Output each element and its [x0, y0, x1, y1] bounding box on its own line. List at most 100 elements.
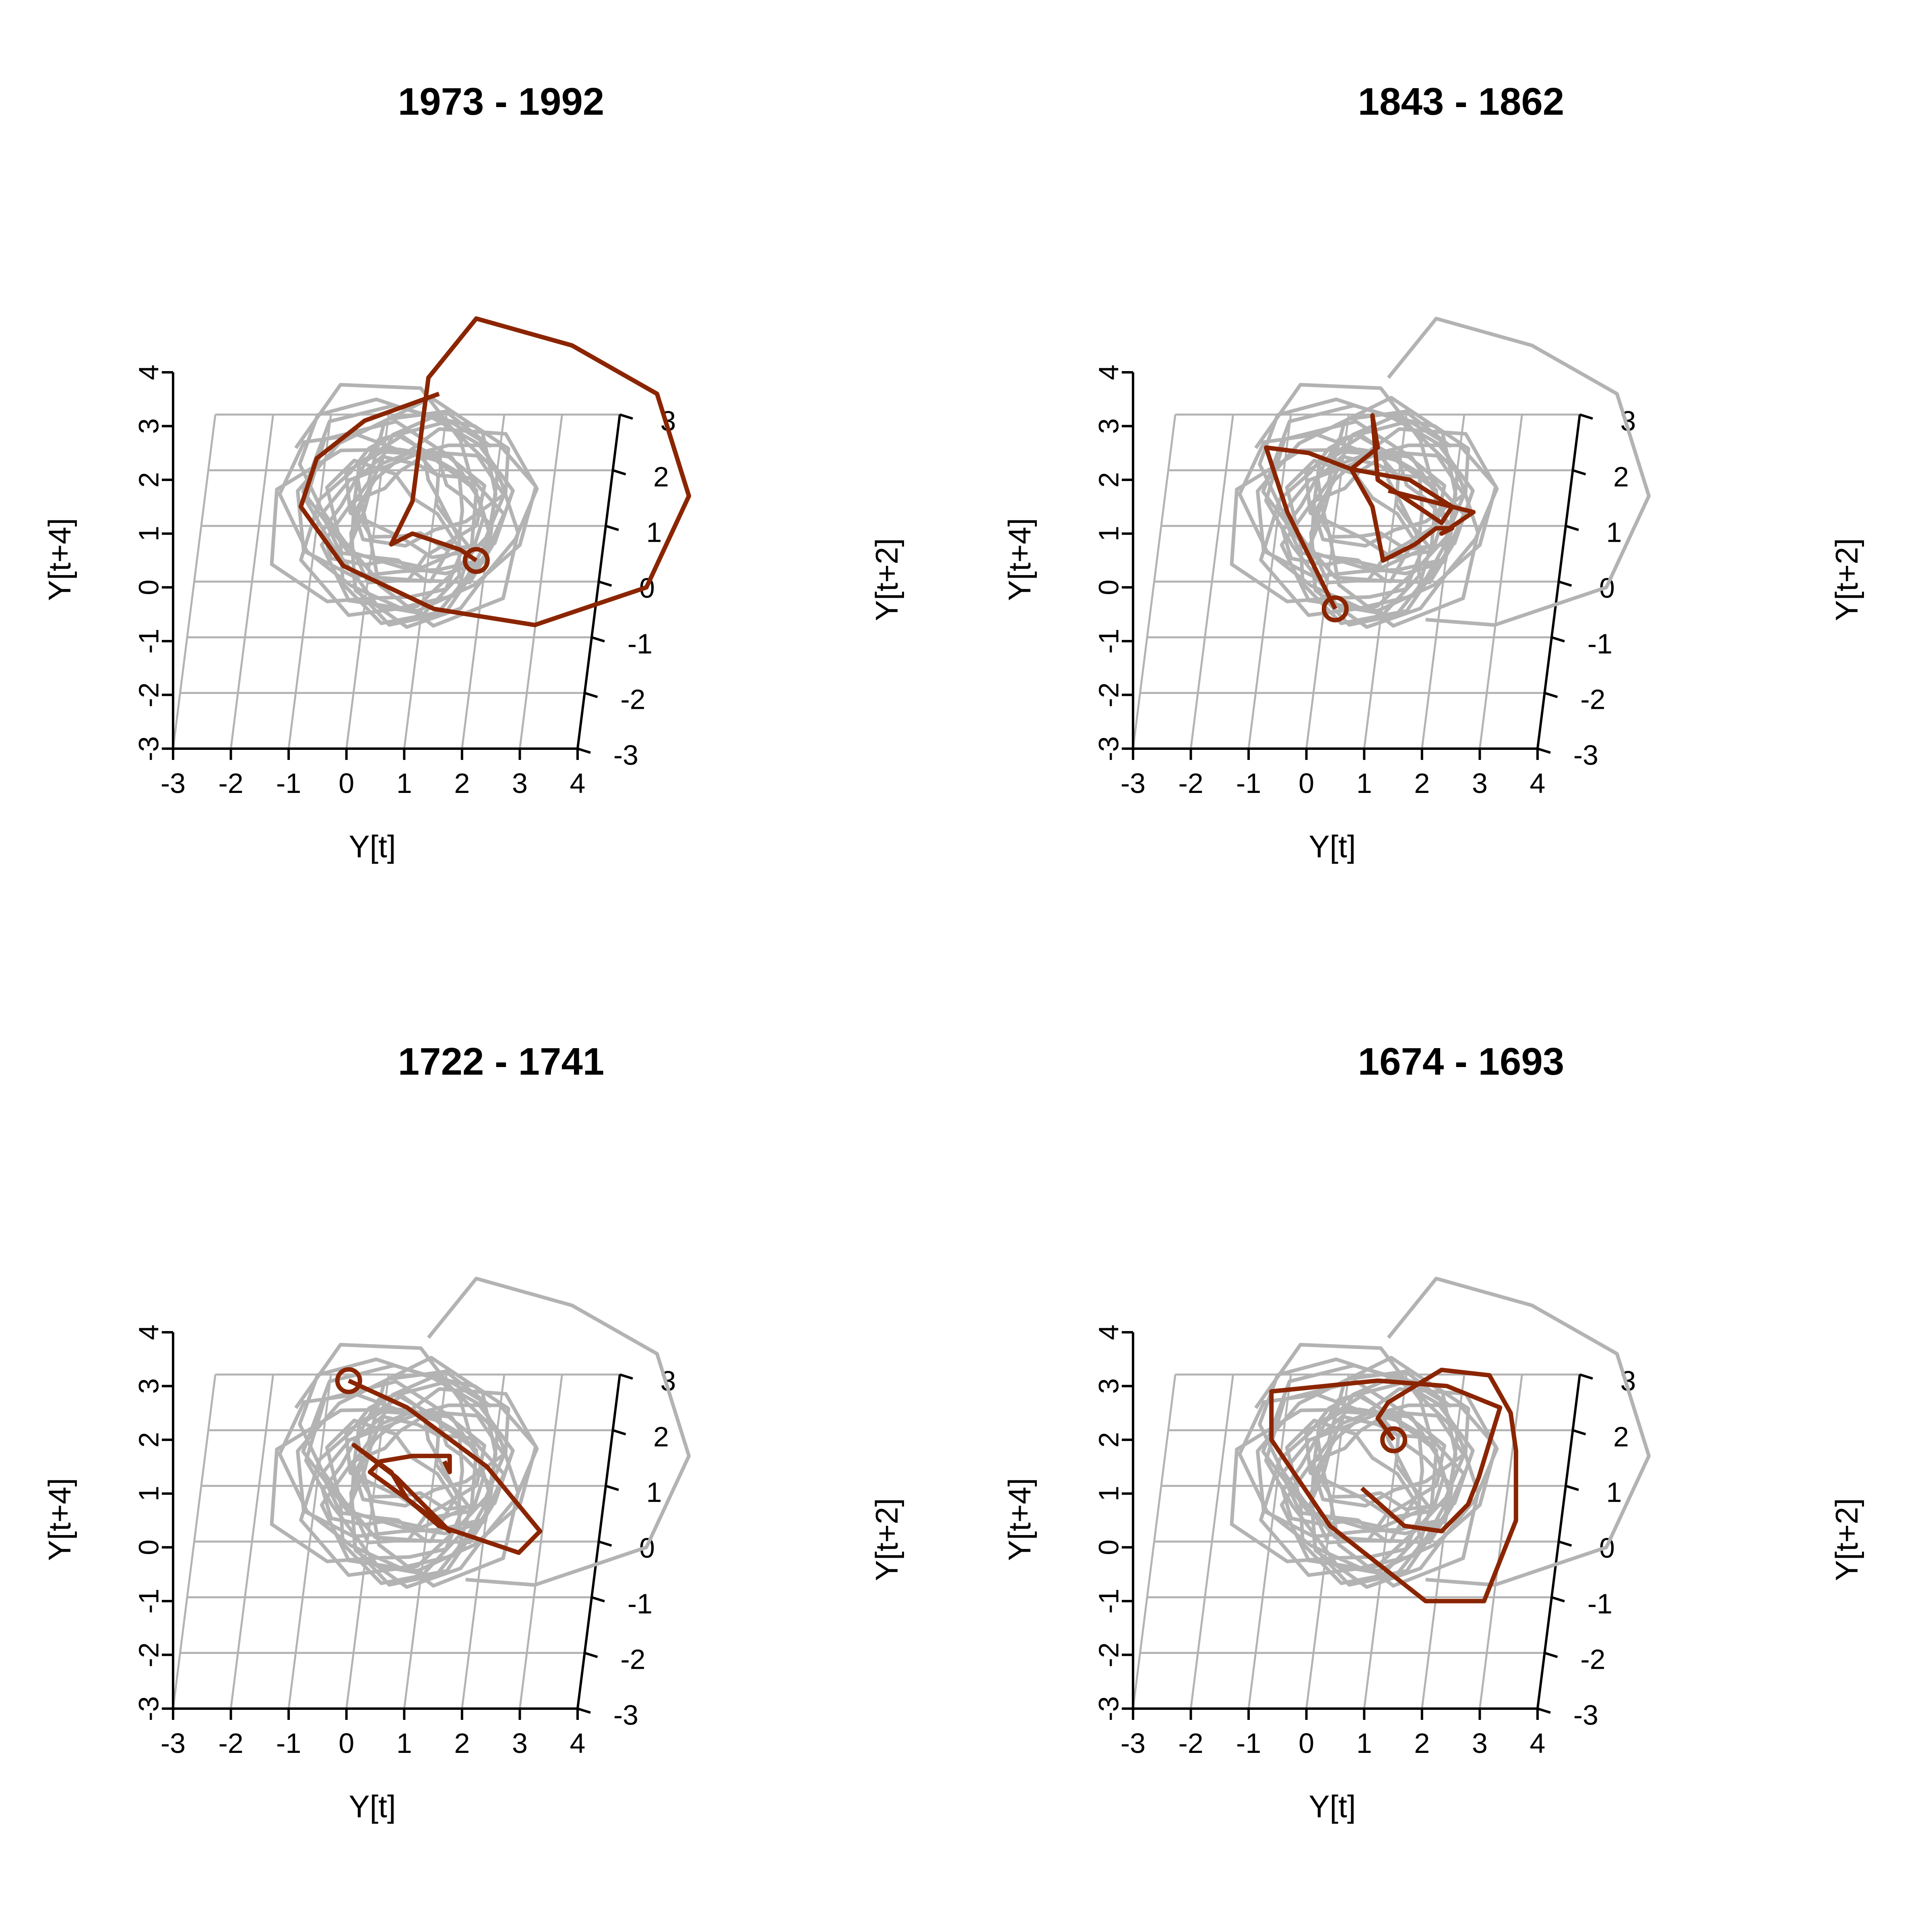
- y-tick-label: 1: [646, 1477, 662, 1508]
- y-tick-label: -2: [620, 1644, 645, 1675]
- y-tick: [598, 580, 612, 587]
- x-tick-label: -2: [218, 768, 243, 799]
- x-axis-label: Y[t]: [349, 829, 396, 864]
- grid-line-x: [230, 1374, 275, 1709]
- y-tick: [1565, 524, 1579, 531]
- x-tick-label: 1: [396, 768, 412, 799]
- y-tick: [1558, 1540, 1572, 1547]
- y-tick-label: -1: [1587, 628, 1612, 659]
- x-tick-label: 3: [512, 768, 528, 799]
- z-tick-label: 3: [133, 1378, 164, 1394]
- z-tick-label: 0: [133, 1540, 164, 1555]
- y-tick: [1572, 469, 1586, 476]
- grid-line-x: [1132, 414, 1177, 749]
- y-tick-label: -2: [1580, 684, 1605, 715]
- z-tick-label: 1: [133, 1486, 164, 1501]
- z-tick-label: 3: [1093, 1378, 1124, 1394]
- y-tick: [1558, 580, 1572, 587]
- background-outer-loop: [1387, 1276, 1651, 1587]
- z-axis-label: Y[t+4]: [42, 518, 77, 601]
- y-tick: [612, 469, 626, 476]
- grid-line-x: [1247, 1374, 1292, 1709]
- grid-line-x: [287, 414, 332, 749]
- z-tick-label: -2: [133, 682, 164, 707]
- z-axis-label: Y[t+4]: [42, 1478, 77, 1561]
- y-tick: [584, 1651, 598, 1658]
- panel-title: 1973 - 1992: [398, 80, 604, 123]
- x-tick-label: -1: [1236, 1728, 1261, 1759]
- z-tick-label: 2: [133, 472, 164, 488]
- y-tick: [1544, 691, 1558, 698]
- y-axis-label: Y[t+2]: [1829, 1498, 1864, 1581]
- y-tick: [598, 1540, 612, 1547]
- x-tick-label: 2: [454, 768, 470, 799]
- x-tick-label: -3: [161, 1728, 186, 1759]
- y-axis-label: Y[t+2]: [869, 1498, 904, 1581]
- z-tick-label: -2: [133, 1642, 164, 1667]
- y-tick: [619, 413, 633, 420]
- background-trajectory: [270, 383, 539, 629]
- y-tick-label: -1: [627, 1588, 652, 1619]
- z-tick-label: 3: [1093, 418, 1124, 434]
- z-tick-label: 0: [1093, 1540, 1124, 1555]
- z-tick-label: -3: [133, 1696, 164, 1721]
- panel-1: 1973 - 1992-3 -2 -1 0 1 2 3 4-3-2-101234-3-2-10…: [42, 80, 904, 864]
- y-tick-label: 2: [1613, 1421, 1629, 1452]
- x-tick-label: -3: [1121, 768, 1146, 799]
- background-trajectory: [1230, 1343, 1499, 1589]
- x-tick-label: 0: [1298, 1728, 1314, 1759]
- z-tick-label: -3: [1093, 1696, 1124, 1721]
- z-tick-label: -3: [1093, 736, 1124, 761]
- z-tick-label: 1: [1093, 526, 1124, 541]
- grid-line-x: [1190, 1374, 1234, 1709]
- start-marker: [462, 547, 490, 574]
- x-tick-label: -3: [161, 768, 186, 799]
- z-tick-label: -1: [133, 629, 164, 654]
- y-tick: [619, 1373, 633, 1380]
- x-tick-label: 1: [1356, 768, 1372, 799]
- background-outer-loop: [1387, 316, 1651, 627]
- y-tick-label: 2: [1613, 461, 1629, 492]
- x-tick-label: 3: [1472, 1728, 1488, 1759]
- z-tick-label: 4: [133, 1325, 164, 1340]
- x-axis-label: Y[t]: [1309, 1789, 1356, 1824]
- highlight-trajectory: [1264, 413, 1476, 610]
- z-tick-label: -3: [133, 736, 164, 761]
- y-tick: [1537, 747, 1551, 754]
- x-tick-label: 2: [1414, 768, 1430, 799]
- y-tick: [1537, 1707, 1551, 1714]
- x-tick-label: -1: [276, 1728, 301, 1759]
- z-tick-label: 2: [1093, 1432, 1124, 1448]
- y-tick: [1579, 1373, 1593, 1380]
- grid-line-x: [172, 1374, 217, 1709]
- z-tick-label: 0: [133, 580, 164, 595]
- y-axis-label: Y[t+2]: [869, 538, 904, 621]
- x-tick-label: -2: [218, 1728, 243, 1759]
- y-tick: [605, 1484, 619, 1491]
- z-axis-label: Y[t+4]: [1002, 1478, 1037, 1561]
- z-tick-label: -1: [1093, 1589, 1124, 1614]
- z-tick-label: 3: [133, 418, 164, 434]
- x-tick-label: 4: [570, 1728, 586, 1759]
- z-tick-label: 1: [1093, 1486, 1124, 1501]
- x-axis-label: Y[t]: [349, 1789, 396, 1824]
- y-tick-label: -2: [620, 684, 645, 715]
- y-tick-label: 2: [653, 1421, 669, 1452]
- y-tick-label: -2: [1580, 1644, 1605, 1675]
- highlight-trajectory: [298, 316, 691, 627]
- y-axis-label: Y[t+2]: [1829, 538, 1864, 621]
- grid-line-x: [287, 1374, 332, 1709]
- y-tick-label: -3: [1573, 1699, 1598, 1731]
- start-marker: [1321, 595, 1349, 623]
- y-tick: [1572, 1429, 1586, 1436]
- z-tick-label: 0: [1093, 580, 1124, 595]
- y-tick: [1551, 636, 1565, 643]
- z-tick-label: 1: [133, 526, 164, 541]
- x-tick-label: 0: [339, 768, 354, 799]
- x-tick-label: 2: [1414, 1728, 1430, 1759]
- grid-line-x: [518, 1374, 563, 1709]
- x-tick-label: -2: [1178, 768, 1203, 799]
- panel-title: 1674 - 1693: [1358, 1040, 1564, 1083]
- z-tick-label: 4: [1093, 1325, 1124, 1340]
- grid-line-x: [1478, 414, 1523, 749]
